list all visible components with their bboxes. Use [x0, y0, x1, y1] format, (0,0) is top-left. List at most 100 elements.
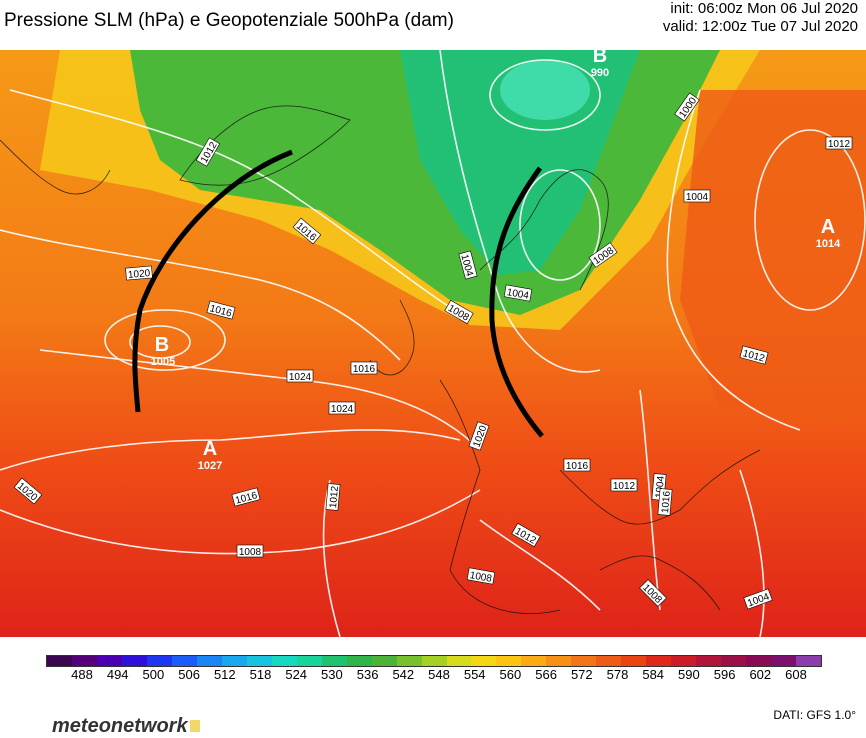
colorbar-swatch: [296, 656, 322, 666]
colorbar-swatch: [96, 656, 122, 666]
colorbar-swatch: [646, 656, 672, 666]
isobar-label-box: [325, 483, 341, 511]
isobar-label-box: [328, 401, 356, 415]
center-value: 1005: [151, 356, 175, 368]
colorbar-tick-label: 530: [321, 667, 343, 682]
colorbar-swatch: [271, 656, 297, 666]
isobar-label: 1008: [236, 544, 264, 558]
isobar-label-text: 1016: [566, 461, 589, 472]
isobar-label-text: 1016: [660, 490, 673, 514]
colorbar-tick-label: 554: [463, 667, 486, 682]
center-letter: A: [821, 216, 835, 238]
colorbar-tick-label: 608: [785, 667, 807, 682]
colorbar-swatch: [196, 656, 222, 666]
colorbar-swatch: [421, 656, 447, 666]
isobar-label-text: 1012: [613, 481, 636, 492]
isobar-label-box: [468, 421, 490, 451]
colorbar-swatch: [146, 656, 172, 666]
isobar-label: 1012: [511, 522, 541, 548]
center-b-1005: B 1005: [151, 334, 175, 368]
isobar-label: 1020: [125, 265, 153, 281]
colorbar-swatch: [596, 656, 622, 666]
data-source: DATI: GFS 1.0°: [773, 708, 856, 722]
colorbar-swatch: [571, 656, 597, 666]
isobar-label: 1016: [563, 458, 591, 472]
colorbar-tick-label: 488: [71, 667, 93, 682]
isobar-label-box: [458, 250, 478, 280]
isobar-label-box: [588, 242, 618, 268]
colorbar-tick-label: 578: [606, 667, 629, 682]
isobar-label: 1016: [350, 361, 378, 375]
colorbar-tick-label: 542: [392, 667, 415, 682]
colorbar-tick-label: 500: [142, 667, 165, 682]
colorbar-swatch: [346, 656, 372, 666]
brand-logo: meteonetwork: [52, 715, 200, 738]
center-a-1014: A 1014: [816, 216, 841, 250]
isobar-label: 1012: [610, 478, 638, 492]
isobar-label-box: [444, 299, 474, 325]
colorbar-tick-label: 560: [499, 667, 522, 682]
isobar-label-box: [743, 588, 773, 610]
warm-sw: [180, 520, 580, 637]
colorbar-swatch: [521, 656, 547, 666]
colorbar-swatch: [446, 656, 472, 666]
isobar-label-box: [610, 478, 638, 492]
colorbar-swatch: [371, 656, 397, 666]
weather-map: B 990 B 1005 A 1027 A 1014 1012 1016 1020 1…: [0, 50, 866, 637]
isobar-label-box: [236, 544, 264, 558]
colorbar: [46, 655, 822, 667]
isobar-label: 1004: [683, 189, 711, 203]
colorbar-swatch: [221, 656, 247, 666]
colorbar-swatch: [721, 656, 747, 666]
brand-accent-square: [189, 720, 200, 732]
isobar-label-text: 1004: [686, 192, 709, 203]
colorbar-tick-label: 548: [428, 667, 450, 682]
isobar-label-text: 1012: [828, 139, 851, 150]
isobar-label-box: [13, 477, 43, 505]
isobar-label-text: 1008: [239, 547, 262, 558]
colorbar-swatch: [471, 656, 497, 666]
center-value: 1027: [198, 460, 222, 472]
colorbar-tick-label: 506: [178, 667, 200, 682]
run-info: init: 06:00z Mon 06 Jul 2020 valid: 12:0…: [663, 0, 858, 36]
colorbar-swatch: [796, 656, 822, 666]
isobar-label-box: [206, 300, 236, 320]
isobar-label-box: [674, 92, 700, 122]
colorbar-tick-label: 494: [106, 667, 129, 682]
isobar-label-text: 1020: [128, 268, 152, 281]
isobar-label-box: [503, 284, 533, 302]
colorbar-swatch: [321, 656, 347, 666]
colorbar-swatch: [246, 656, 272, 666]
isobar-label-box: [683, 189, 711, 203]
isobar-label-box: [286, 369, 314, 383]
isobar-label: 1004: [503, 284, 533, 302]
center-letter: B: [155, 334, 169, 356]
colorbar-swatch: [71, 656, 97, 666]
center-b-990: B 990: [591, 50, 609, 79]
isobar-label: 1016: [657, 488, 673, 516]
isobar-label-text: 1004: [506, 287, 530, 302]
colorbar-swatch: [771, 656, 797, 666]
init-time: init: 06:00z Mon 06 Jul 2020: [670, 0, 858, 17]
isobar-label: 1008: [466, 567, 496, 585]
map-title: Pressione SLM (hPa) e Geopotenziale 500h…: [4, 10, 454, 31]
trough-axes: [132, 149, 544, 438]
coastlines: [0, 105, 761, 614]
colorbar-swatch: [746, 656, 772, 666]
isobar-label-box: [825, 136, 853, 150]
isobar-label-text: 1016: [353, 364, 376, 375]
isobar-label-box: [657, 488, 673, 516]
isobar-label-box: [231, 487, 261, 507]
colorbar-tick-label: 512: [213, 667, 236, 682]
colorbar-swatch: [696, 656, 722, 666]
isobar-label: 1024: [328, 401, 356, 415]
isobar-label-box: [125, 265, 153, 281]
colorbar-tick-label: 518: [249, 667, 272, 682]
trough-axis-europe: [489, 166, 544, 438]
isobar-label: 1012: [325, 483, 341, 511]
valid-time: valid: 12:00z Tue 07 Jul 2020: [662, 18, 858, 35]
warm-east: [680, 90, 866, 430]
colorbar-swatch: [396, 656, 422, 666]
colorbar-tick-label: 602: [749, 667, 772, 682]
low-core: [500, 60, 590, 120]
